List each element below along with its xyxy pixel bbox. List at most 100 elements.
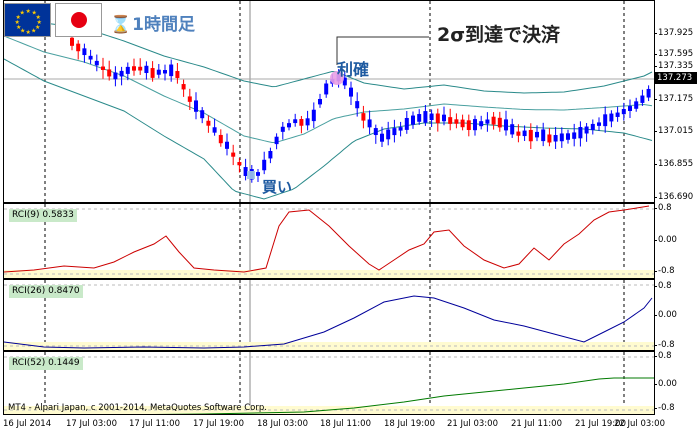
time-tick: 17 Jul 19:00 — [193, 419, 244, 429]
candle-body — [528, 129, 533, 142]
candle-body — [163, 70, 167, 74]
svg-text:★: ★ — [20, 10, 25, 17]
rci52-label: RCI(52) 0.1449 — [9, 357, 83, 370]
price-plot[interactable] — [3, 0, 655, 203]
price-tick: 137.595 — [653, 49, 694, 59]
candle-body — [274, 136, 279, 145]
svg-text:★: ★ — [37, 19, 42, 26]
candle-body — [349, 87, 353, 97]
candle-body — [169, 64, 174, 77]
candle-body — [187, 96, 192, 102]
candle-body — [646, 88, 651, 98]
time-tick: 17 Jul 03:00 — [66, 419, 117, 429]
candle-body — [435, 113, 440, 124]
take-profit-label: 利確 — [337, 60, 370, 79]
candle-body — [491, 116, 496, 125]
rci9-label: RCI(9) 0.5833 — [9, 209, 77, 222]
candle-body — [404, 117, 409, 130]
candle-body — [628, 106, 632, 111]
candle-body — [442, 114, 446, 122]
rci9-plot[interactable]: RCI(9) 0.5833 — [3, 203, 655, 279]
candle-body — [225, 141, 229, 149]
candle-body — [287, 123, 291, 128]
candle-body — [175, 71, 180, 78]
candle-body — [597, 122, 601, 126]
svg-text:★: ★ — [35, 24, 40, 31]
candle-body — [448, 117, 453, 124]
rci-tick: 0.00 — [654, 235, 677, 245]
candle-body — [473, 119, 477, 131]
rci9-line-chart — [4, 204, 654, 278]
rci-tick: 0.8 — [654, 351, 672, 361]
rci9-panel[interactable]: RCI(9) 0.5833 0.8 0.00 -0.8 — [0, 203, 699, 279]
bollinger-middle-band — [4, 35, 653, 144]
candle-body — [305, 118, 310, 126]
rci26-plot[interactable]: RCI(26) 0.8470 — [3, 279, 655, 351]
time-tick: 21 Jul 03:00 — [447, 419, 498, 429]
rci52-plot[interactable]: RCI(52) 0.1449 MT4 - Alpari Japan, c 200… — [3, 351, 655, 415]
candle-body — [280, 126, 285, 132]
candle-body — [231, 152, 236, 157]
price-axis: 137.925 137.595 137.335 137.273 137.175 … — [653, 0, 699, 203]
timeframe-label: 1時間足 — [132, 15, 196, 35]
rci-tick: 0.8 — [654, 281, 672, 291]
candle-body — [541, 129, 546, 142]
japan-flag-circle — [71, 12, 87, 28]
time-tick: 18 Jul 19:00 — [384, 419, 435, 429]
price-panel[interactable]: 137.925 137.595 137.335 137.273 137.175 … — [0, 0, 699, 203]
candle-body — [386, 129, 391, 140]
rci26-panel[interactable]: RCI(26) 0.8470 0.8 0.00 -0.8 — [0, 279, 699, 351]
candle-body — [454, 119, 459, 124]
time-tick: 18 Jul 11:00 — [320, 419, 371, 429]
candle-body — [634, 101, 639, 109]
annotation-leader-line — [336, 36, 429, 65]
current-price-tag: 137.273 — [655, 72, 697, 84]
time-tick: 21 Jul 11:00 — [511, 419, 562, 429]
candle-body — [429, 113, 434, 121]
time-tick: 21 Jul 19:00 — [575, 419, 626, 429]
candlestick-chart[interactable] — [4, 1, 655, 203]
candle-body — [504, 119, 508, 131]
svg-text:★: ★ — [15, 19, 20, 26]
bollinger-upper-band — [4, 12, 653, 94]
rci52-panel[interactable]: RCI(52) 0.1449 MT4 - Alpari Japan, c 200… — [0, 351, 699, 415]
candle-body — [609, 113, 614, 122]
candle-body — [516, 131, 521, 136]
candle-body — [355, 101, 360, 109]
svg-text:★: ★ — [26, 8, 31, 15]
rci52-line-chart — [4, 352, 654, 414]
candle-body — [547, 134, 552, 143]
rci9-axis: 0.8 0.00 -0.8 — [654, 203, 699, 279]
rci26-axis: 0.8 0.00 -0.8 — [654, 279, 699, 351]
price-tick: 137.175 — [653, 94, 694, 104]
svg-text:★: ★ — [16, 24, 21, 31]
candle-body — [324, 83, 329, 95]
candle-body — [559, 133, 564, 142]
candle-body — [615, 112, 620, 117]
candle-body — [200, 110, 205, 119]
candle-body — [392, 128, 397, 136]
eu-flag-icon: ★ ★ ★ ★ ★ ★ ★ ★ ★ ★ ★ ★ — [4, 3, 51, 37]
candle-body — [342, 77, 347, 86]
rci-tick: -0.8 — [654, 266, 675, 276]
candle-body — [578, 127, 583, 139]
svg-text:★: ★ — [16, 14, 21, 21]
candle-body — [150, 68, 155, 78]
rci-tick: 0.8 — [654, 203, 672, 213]
time-tick: 18 Jul 03:00 — [257, 419, 308, 429]
two-sigma-exit-label: 2σ到達で決済 — [437, 24, 561, 46]
rci-tick: -0.8 — [654, 403, 675, 413]
rci26-line-chart — [4, 280, 654, 350]
candle-body — [417, 114, 422, 122]
japan-flag-icon — [55, 3, 102, 37]
candle-body — [107, 69, 112, 77]
candle-body — [584, 126, 589, 134]
svg-text:★: ★ — [26, 29, 31, 36]
candle-body — [262, 159, 267, 171]
candle-body — [603, 114, 608, 127]
candle-body — [411, 115, 415, 125]
candle-body — [156, 69, 161, 75]
price-tick: 136.855 — [653, 159, 694, 169]
rci9-line — [4, 205, 650, 273]
